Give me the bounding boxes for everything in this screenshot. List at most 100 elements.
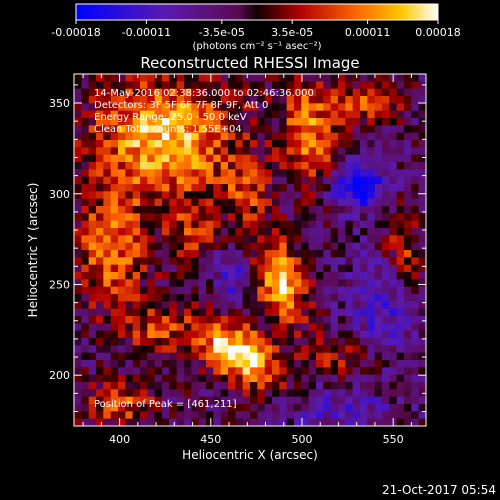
heatmap-cell bbox=[96, 176, 104, 185]
heatmap-cell bbox=[88, 169, 97, 178]
heatmap-cell bbox=[418, 220, 427, 229]
heatmap-cell bbox=[374, 213, 383, 222]
heatmap-cell bbox=[103, 338, 112, 346]
heatmap-cell bbox=[154, 88, 163, 97]
heatmap-cell bbox=[308, 184, 317, 192]
heatmap-cell bbox=[411, 228, 420, 236]
heatmap-cell bbox=[176, 74, 185, 82]
heatmap-cell bbox=[352, 323, 361, 332]
heatmap-cell bbox=[162, 118, 170, 126]
heatmap-cell bbox=[257, 272, 266, 280]
heatmap-cell bbox=[316, 88, 324, 97]
heatmap-cell bbox=[323, 213, 332, 222]
heatmap-cell bbox=[198, 228, 207, 236]
heatmap-cell bbox=[110, 184, 119, 192]
heatmap-cell bbox=[213, 198, 222, 207]
heatmap-cell bbox=[374, 330, 383, 339]
heatmap-cell bbox=[257, 147, 266, 156]
heatmap-cell bbox=[206, 220, 214, 229]
heatmap-cell bbox=[389, 176, 398, 185]
heatmap-cell bbox=[411, 411, 420, 420]
heatmap-cell bbox=[154, 81, 163, 90]
heatmap-cell bbox=[103, 162, 112, 170]
heatmap-cell bbox=[323, 301, 332, 310]
heatmap-cell bbox=[132, 176, 141, 185]
heatmap-cell bbox=[257, 140, 266, 148]
peak-position-label: Position of Peak = [461,211] bbox=[94, 399, 237, 410]
heatmap-cell bbox=[294, 206, 302, 214]
heatmap-cell bbox=[286, 154, 295, 163]
heatmap-cell bbox=[316, 140, 324, 148]
heatmap-cell bbox=[96, 242, 104, 251]
heatmap-cell bbox=[250, 264, 258, 273]
heatmap-cell bbox=[110, 162, 119, 170]
heatmap-cell bbox=[206, 206, 214, 214]
heatmap-cell bbox=[96, 103, 104, 112]
heatmap-cell bbox=[264, 228, 273, 236]
heatmap-cell bbox=[396, 191, 405, 200]
heatmap-cell bbox=[88, 88, 97, 97]
heatmap-cell bbox=[228, 147, 236, 156]
heatmap-cell bbox=[125, 184, 134, 192]
heatmap-cell bbox=[389, 389, 398, 398]
heatmap-cell bbox=[294, 308, 302, 317]
heatmap-cell bbox=[330, 352, 339, 361]
heatmap-cell bbox=[96, 118, 104, 126]
heatmap-cell bbox=[206, 382, 214, 390]
heatmap-cell bbox=[389, 154, 398, 163]
heatmap-cell bbox=[125, 294, 134, 302]
heatmap-cell bbox=[154, 118, 163, 126]
heatmap-cell bbox=[96, 228, 104, 236]
heatmap-cell bbox=[286, 88, 295, 97]
heatmap-cell bbox=[294, 374, 302, 383]
heatmap-cell bbox=[389, 279, 398, 288]
heatmap-cell bbox=[125, 264, 134, 273]
heatmap-cell bbox=[206, 301, 214, 310]
heatmap-cell bbox=[264, 74, 273, 82]
heatmap-cell bbox=[147, 176, 156, 185]
heatmap-cell bbox=[140, 154, 148, 163]
heatmap-cell bbox=[147, 323, 156, 332]
heatmap-cell bbox=[147, 184, 156, 192]
heatmap-cell bbox=[264, 323, 273, 332]
heatmap-cell bbox=[301, 272, 310, 280]
heatmap-cell bbox=[81, 154, 90, 163]
heatmap-cell bbox=[330, 228, 339, 236]
heatmap-cell bbox=[396, 184, 405, 192]
heatmap-cell bbox=[323, 132, 332, 141]
heatmap-cell bbox=[330, 418, 339, 427]
heatmap-cell bbox=[103, 176, 112, 185]
heatmap-cell bbox=[396, 418, 405, 427]
heatmap-cell bbox=[125, 389, 134, 398]
heatmap-cell bbox=[360, 162, 368, 170]
heatmap-cell bbox=[352, 286, 361, 295]
heatmap-cell bbox=[360, 176, 368, 185]
heatmap-cell bbox=[220, 125, 229, 134]
heatmap-cell bbox=[294, 396, 302, 405]
heatmap-cell bbox=[74, 396, 82, 405]
heatmap-cell bbox=[184, 140, 192, 148]
heatmap-cell bbox=[220, 330, 229, 339]
heatmap-cell bbox=[301, 213, 310, 222]
heatmap-cell bbox=[110, 301, 119, 310]
heatmap-cell bbox=[360, 257, 368, 266]
heatmap-cell bbox=[323, 228, 332, 236]
heatmap-cell bbox=[96, 374, 104, 383]
heatmap-cell bbox=[228, 220, 236, 229]
heatmap-cell bbox=[352, 176, 361, 185]
heatmap-cell bbox=[257, 169, 266, 178]
heatmap-cell bbox=[132, 272, 141, 280]
heatmap-cell bbox=[272, 396, 280, 405]
heatmap-cell bbox=[330, 110, 339, 119]
heatmap-cell bbox=[279, 374, 288, 383]
heatmap-cell bbox=[147, 110, 156, 119]
heatmap-cell bbox=[110, 264, 119, 273]
heatmap-cell bbox=[81, 132, 90, 141]
heatmap-cell bbox=[213, 191, 222, 200]
heatmap-cell bbox=[360, 118, 368, 126]
heatmap-cell bbox=[88, 411, 97, 420]
heatmap-cell bbox=[389, 323, 398, 332]
heatmap-cell bbox=[382, 382, 390, 390]
heatmap-cell bbox=[198, 147, 207, 156]
heatmap-cell bbox=[360, 198, 368, 207]
